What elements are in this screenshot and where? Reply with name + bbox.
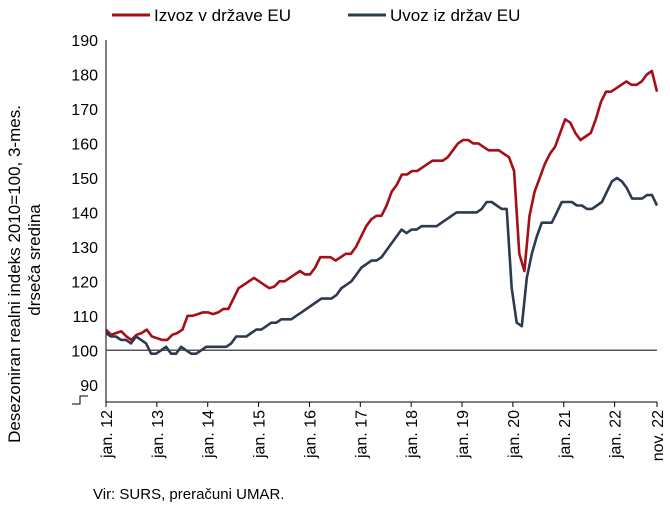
y-tick-label: 90 [80, 378, 98, 395]
axis-break-mark [72, 395, 88, 405]
x-tick-label: nov. 22 [650, 410, 667, 461]
axes [72, 40, 657, 405]
x-tick-label: jan. 16 [302, 410, 319, 459]
x-tick-label: jan. 17 [353, 410, 370, 459]
y-tick-label: 180 [71, 67, 98, 84]
y-tick-label: 130 [71, 240, 98, 257]
x-tick-label: jan. 14 [201, 410, 218, 459]
y-tick-label: 100 [71, 343, 98, 360]
x-tick-label: jan. 19 [455, 410, 472, 459]
legend: Izvoz v države EU Uvoz iz držav EU [112, 6, 520, 25]
series-line-export [105, 69, 659, 342]
y-tick-label: 120 [71, 274, 98, 291]
x-tick-label: jan. 13 [150, 410, 167, 459]
source-note: Vir: SURS, preračuni UMAR. [93, 486, 285, 503]
series-line-import [105, 176, 659, 356]
x-ticks: jan. 12 jan. 13 jan. 14 jan. 15 jan. 16 jan. … [99, 402, 667, 461]
x-tick-label: jan. 12 [99, 410, 116, 459]
y-tick-label: 150 [71, 171, 98, 188]
x-tick-label: jan. 22 [608, 410, 625, 459]
y-axis-title-line-2: drseča sredina [25, 204, 44, 316]
x-tick-label: jan. 20 [506, 410, 523, 459]
legend-label-import: Uvoz iz držav EU [390, 6, 520, 25]
y-tick-label: 170 [71, 102, 98, 119]
legend-label-export: Izvoz v države EU [154, 6, 291, 25]
x-tick-label: jan. 21 [557, 410, 574, 459]
y-tick-label: 160 [71, 136, 98, 153]
y-tick-label: 140 [71, 205, 98, 222]
x-tick-label: jan. 18 [404, 410, 421, 459]
y-tick-label: 190 [71, 33, 98, 50]
y-tick-label: 110 [72, 309, 98, 326]
y-ticks: 90 100 110 120 130 140 150 160 170 180 190 [71, 33, 98, 395]
series-lines [105, 69, 659, 356]
y-axis-title-line-1: Desezoniran realni indeks 2010=100, 3-me… [5, 105, 24, 443]
x-tick-label: jan. 15 [252, 410, 269, 459]
